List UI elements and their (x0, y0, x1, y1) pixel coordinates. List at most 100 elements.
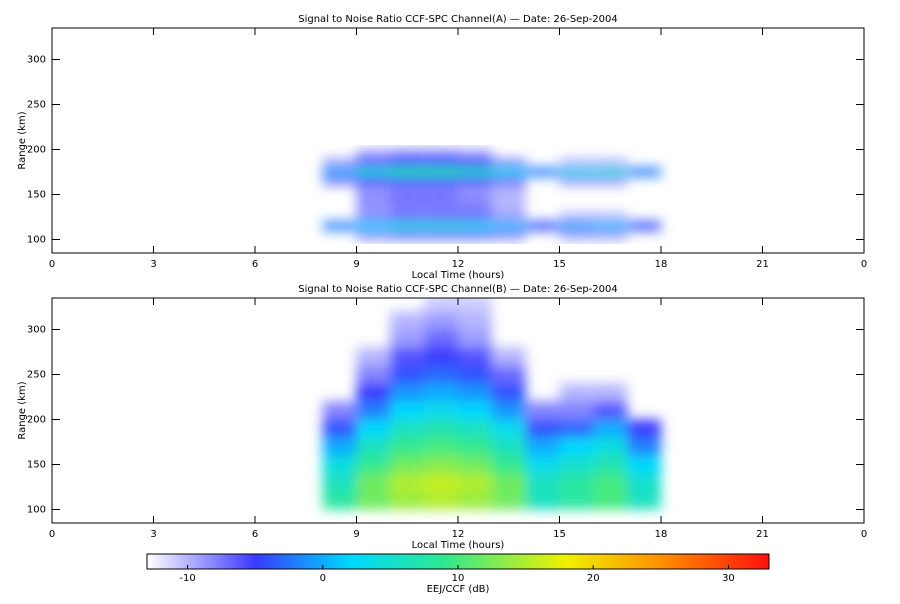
heatmap-cell (458, 491, 492, 510)
heatmap-cell (390, 158, 425, 168)
heatmap-cell (424, 491, 458, 510)
heatmap-cell (593, 158, 628, 168)
heatmap-cell (390, 401, 425, 420)
heatmap-cell (424, 230, 458, 240)
heatmap (322, 298, 661, 510)
heatmap-cell (424, 221, 458, 231)
heatmap-cell (458, 473, 492, 492)
heatmap-cell (593, 383, 628, 402)
heatmap-cell (356, 347, 391, 366)
colorbar-label: EEJ/CCF (dB) (427, 584, 490, 595)
heatmap-cell (322, 158, 357, 168)
heatmap-cell (322, 221, 357, 231)
heatmap-cell (390, 491, 425, 510)
heatmap-cell (356, 185, 391, 195)
heatmap-cell (627, 419, 661, 438)
heatmap-cell (491, 185, 526, 195)
y-tick-label: 200 (27, 415, 46, 426)
y-tick-label: 300 (27, 55, 46, 66)
y-tick-label: 150 (27, 460, 46, 471)
heatmap-cell (390, 149, 425, 159)
heatmap-cell (627, 167, 661, 177)
heatmap-cell (458, 185, 492, 195)
y-tick-label: 250 (27, 100, 46, 111)
heatmap-cell (593, 473, 628, 492)
heatmap-cell (559, 230, 594, 240)
heatmap-cell (390, 437, 425, 456)
x-tick-label: 0 (49, 259, 55, 270)
heatmap-cell (491, 230, 526, 240)
heatmap-cell (390, 221, 425, 231)
heatmap-cell (322, 176, 357, 186)
x-tick-label: 0 (861, 529, 867, 540)
y-tick-label: 200 (27, 145, 46, 156)
heatmap-cell (559, 383, 594, 402)
heatmap-cell (525, 419, 560, 438)
heatmap-cell (491, 194, 526, 204)
chart-title: Signal to Noise Ratio CCF-SPC Channel(B)… (298, 284, 618, 295)
x-tick-label: 9 (353, 259, 359, 270)
heatmap-cell (491, 167, 526, 177)
heatmap-cell (390, 419, 425, 438)
heatmap-cell (322, 167, 357, 177)
heatmap-cell (424, 473, 458, 492)
heatmap-cell (424, 383, 458, 402)
x-tick-label: 0 (861, 259, 867, 270)
heatmap-cell (525, 221, 560, 231)
heatmap-cell (390, 473, 425, 492)
heatmap-cell (525, 491, 560, 510)
heatmap-cell (491, 419, 526, 438)
heatmap-cell (424, 176, 458, 186)
x-tick-label: 21 (756, 259, 769, 270)
heatmap-cell (593, 491, 628, 510)
heatmap-cell (424, 203, 458, 213)
heatmap-cell (491, 212, 526, 222)
heatmap-cell (458, 401, 492, 420)
heatmap-cell (491, 401, 526, 420)
x-axis-label: Local Time (hours) (412, 540, 505, 551)
heatmap-cell (491, 176, 526, 186)
heatmap-cell (627, 437, 661, 456)
heatmap-cell (424, 149, 458, 159)
heatmap-cell (559, 473, 594, 492)
heatmap-cell (559, 491, 594, 510)
heatmap-cell (424, 212, 458, 222)
heatmap-cell (458, 311, 492, 330)
heatmap-cell (559, 158, 594, 168)
heatmap-cell (559, 212, 594, 222)
heatmap-cell (356, 149, 391, 159)
heatmap-cell (458, 347, 492, 366)
y-tick-label: 100 (27, 235, 46, 246)
heatmap-cell (458, 419, 492, 438)
heatmap-cell (322, 491, 357, 510)
x-tick-label: 15 (553, 529, 566, 540)
heatmap-cell (356, 455, 391, 474)
heatmap-cell (322, 401, 357, 420)
x-tick-label: 18 (655, 259, 668, 270)
heatmap-cell (424, 311, 458, 330)
heatmap-cell (322, 455, 357, 474)
heatmap-cell (322, 437, 357, 456)
heatmap-cell (559, 401, 594, 420)
heatmap-cell (458, 158, 492, 168)
heatmap-cell (356, 383, 391, 402)
heatmap-cell (390, 185, 425, 195)
heatmap-cell (559, 221, 594, 231)
y-tick-label: 150 (27, 190, 46, 201)
heatmap-cell (390, 329, 425, 348)
heatmap-cell (390, 194, 425, 204)
heatmap-cell (593, 212, 628, 222)
heatmap-cell (491, 221, 526, 231)
y-tick-label: 250 (27, 370, 46, 381)
heatmap-cell (356, 437, 391, 456)
heatmap-cell (322, 419, 357, 438)
colorbar-tick-label: 20 (587, 573, 600, 584)
heatmap-cell (593, 230, 628, 240)
heatmap-cell (424, 185, 458, 195)
heatmap-cell (593, 419, 628, 438)
heatmap-cell (390, 203, 425, 213)
y-tick-label: 100 (27, 505, 46, 516)
heatmap-cell (458, 455, 492, 474)
x-axis-label: Local Time (hours) (412, 270, 505, 281)
heatmap-cell (356, 221, 391, 231)
